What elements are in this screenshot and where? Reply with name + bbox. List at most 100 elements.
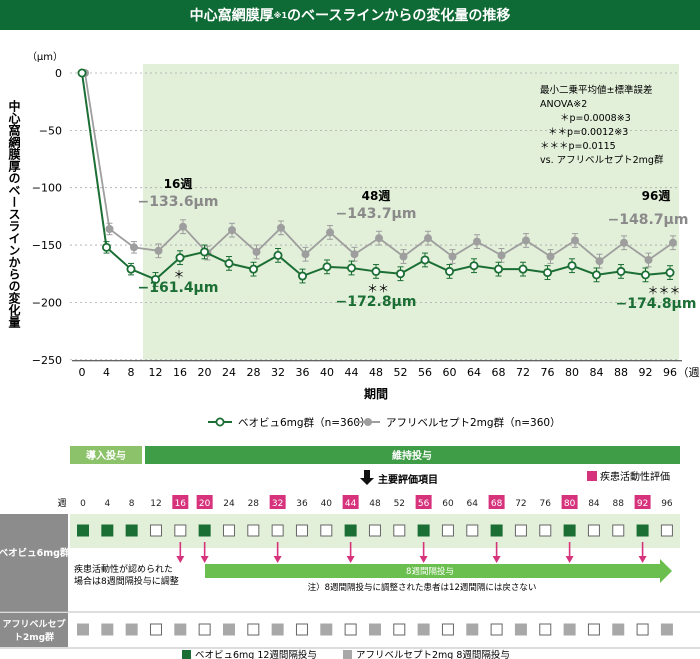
week-highlight	[488, 495, 505, 509]
week-cell: 96	[661, 499, 673, 509]
row2-dose-marker	[77, 623, 89, 636]
data-point	[199, 247, 209, 257]
y-axis-title: 中心窩網膜厚のベースラインからの変化量	[7, 99, 21, 328]
row1-dose-marker	[295, 524, 308, 537]
data-point	[420, 255, 430, 265]
x-axis-title: 期間	[364, 386, 388, 401]
x-tick-label: 68	[492, 366, 506, 379]
data-point	[102, 242, 112, 252]
data-point	[571, 236, 579, 245]
week-highlight	[196, 495, 213, 509]
data-point	[567, 261, 577, 271]
data-point	[252, 247, 261, 256]
row1-label-bg	[0, 514, 68, 612]
adjust-arrow-head	[638, 556, 647, 563]
y-tick-label: −50	[39, 124, 62, 137]
data-point	[175, 253, 185, 263]
row2-dose-marker	[514, 623, 527, 636]
data-point	[179, 222, 187, 231]
disease-activity-swatch	[587, 471, 597, 481]
legend-swatch-gray	[343, 650, 352, 659]
row1-dose-marker	[149, 524, 162, 537]
x-tick-label: 8	[128, 366, 135, 379]
legend-label-gray: アフリベルセプト2mg群（n=360）	[386, 416, 561, 429]
row2-dose-marker	[295, 623, 308, 636]
x-tick-label: 40	[320, 366, 334, 379]
row2-dose-marker	[636, 623, 649, 636]
data-point	[641, 270, 651, 280]
row2-dose-marker	[149, 623, 162, 636]
week-cell: 52	[394, 499, 405, 509]
x-tick-label: 16	[173, 366, 187, 379]
week-cell: 40	[321, 499, 333, 509]
row1-dose-marker	[539, 524, 552, 537]
x-tick-label: 4	[103, 366, 110, 379]
week-highlight	[634, 495, 651, 509]
row2-dose-marker	[198, 623, 211, 636]
x-tick-label: 32	[271, 366, 285, 379]
row2-dose-marker	[174, 623, 187, 636]
week-cell: 56	[418, 499, 430, 509]
week-cell: 72	[515, 499, 526, 509]
adjust-note-2: 場合は8週間隔投与に調整	[74, 575, 179, 587]
row2-dose-marker	[441, 623, 454, 636]
phase-maintenance-bar	[145, 446, 680, 464]
disease-activity-label: 疾患活動性評価	[600, 470, 670, 483]
week-cell: 48	[369, 499, 381, 509]
row1-dose-marker	[77, 524, 89, 537]
data-point	[543, 268, 553, 278]
week-cell: 64	[467, 499, 479, 509]
x-tick-label: 52	[394, 366, 408, 379]
week-row-label: 週	[57, 498, 66, 509]
row2-dose-marker	[344, 623, 357, 636]
annotation-green-value: −161.4μm	[138, 280, 219, 296]
data-point	[444, 266, 454, 276]
row1-dose-marker	[660, 524, 673, 537]
significance-stars: ＊＊＊	[648, 284, 681, 297]
legend-green-label: ベオビュ6mg 12週間隔投与	[195, 649, 317, 659]
adjust-arrow-head	[419, 556, 428, 563]
x-tick-label: 28	[247, 366, 261, 379]
row1-dose-marker	[417, 524, 430, 537]
x-tick-label: 72	[516, 366, 530, 379]
stats-text: ＊＊p=0.0012※3	[548, 127, 628, 138]
y-tick-label: −200	[32, 296, 62, 309]
row1-dose-marker	[198, 524, 211, 537]
data-point	[301, 250, 310, 259]
row1-dose-marker	[563, 524, 576, 537]
row2-dose-marker	[563, 623, 576, 636]
row1-dose-marker	[466, 524, 479, 537]
y-unit-label: （μm）	[27, 51, 63, 63]
row1-dose-marker	[125, 524, 138, 537]
row1-dose-marker	[587, 524, 600, 537]
week-cell: 44	[345, 499, 357, 509]
x-tick-label: 60	[443, 366, 457, 379]
legend-swatch-green	[182, 650, 191, 659]
data-point	[424, 234, 432, 243]
data-point	[322, 262, 332, 272]
data-point	[126, 264, 136, 274]
x-tick-label: 24	[222, 366, 236, 379]
row1-dose-marker	[368, 524, 381, 537]
data-point	[616, 266, 626, 276]
annotation-week: 96週	[642, 188, 671, 203]
legend-marker-green	[215, 417, 225, 427]
annotation-week: 16週	[164, 176, 193, 191]
annotation-green-value: −172.8μm	[336, 294, 417, 310]
row2-dose-marker	[222, 623, 235, 636]
data-point	[395, 269, 405, 279]
week-cell: 4	[104, 499, 110, 509]
row2-dose-marker	[320, 623, 333, 636]
data-point	[546, 252, 555, 261]
row1-dose-marker	[344, 524, 357, 537]
data-point	[592, 270, 602, 280]
adjust-arrow-head	[492, 556, 501, 563]
phase-induction-label: 導入投与	[86, 449, 126, 462]
legend-marker-gray	[364, 418, 372, 426]
row2-dose-marker	[539, 623, 552, 636]
data-point	[346, 263, 356, 273]
data-point	[297, 271, 307, 281]
adjust-arrow-head	[176, 556, 185, 563]
primary-endpoint-arrow	[360, 470, 374, 485]
